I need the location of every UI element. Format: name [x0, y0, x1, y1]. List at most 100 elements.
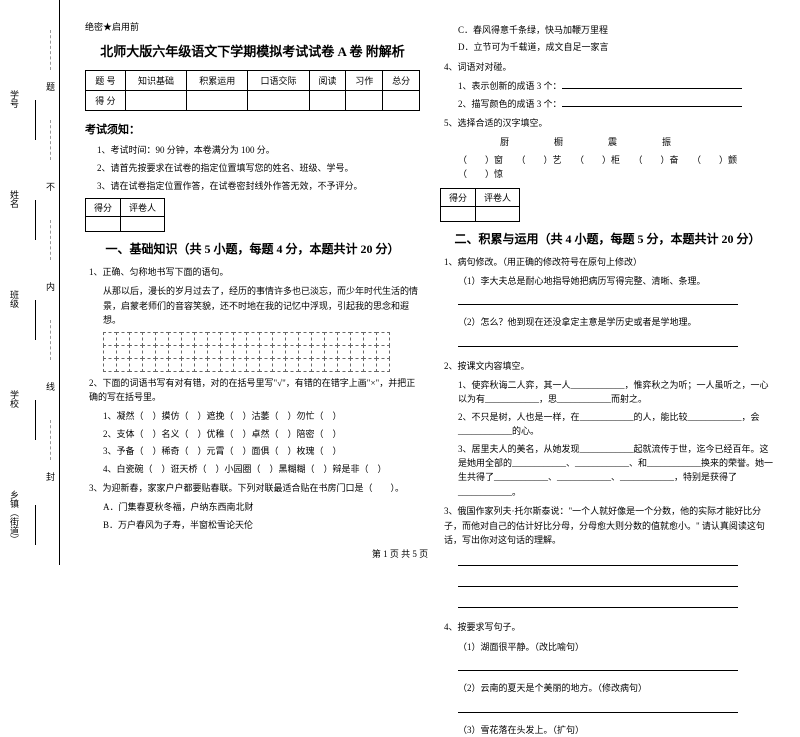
blank-line	[562, 97, 742, 107]
section1-title: 一、基础知识（共 5 小题，每题 4 分，本题共计 20 分）	[85, 240, 420, 257]
table-row: 题 号 知识基础 积累运用 口语交际 阅读 习作 总分	[86, 71, 420, 91]
s2q2-item: 2、不只是树，人也是一样，在____________的人，能比较________…	[458, 410, 775, 439]
binding-field	[35, 505, 36, 545]
th-accumulate: 积累运用	[187, 71, 248, 91]
page-footer: 第 1 页 共 5 页	[0, 547, 800, 560]
q3-item: C．春风得意千条绿，快马加鞭万里程	[458, 23, 775, 37]
binding-char: 不	[46, 180, 55, 193]
notice-item: 1、考试时间：90 分钟，本卷满分为 100 分。	[97, 143, 420, 156]
blank-line	[458, 703, 738, 713]
q2-item: 1、凝然（ ）摸仿（ ）遮挽（ ）沽萎（ ）勿忙（ ）	[103, 409, 420, 423]
left-column: 绝密★启用前 北师大版六年级语文下学期模拟考试试卷 A 卷 附解析 题 号 知识…	[75, 20, 430, 555]
q5: 5、选择合适的汉字填空。	[444, 116, 775, 130]
binding-dash	[50, 220, 51, 260]
q5-chars: 厨 橱 震 振	[500, 135, 775, 149]
grader-table-2: 得分评卷人	[440, 188, 520, 222]
td-blank	[86, 217, 121, 232]
th-reading: 阅读	[309, 71, 346, 91]
td-score-label: 得 分	[86, 91, 126, 111]
s2q4-item: （2）云南的夏天是个美丽的地方。（修改病句）	[458, 681, 775, 695]
binding-dash	[50, 320, 51, 360]
grader-score: 得分	[86, 199, 121, 217]
notice-item: 3、请在试卷指定位置作答，在试卷密封线外作答无效，不予评分。	[97, 179, 420, 192]
q2-item: 4、白瓷碗（ ）诳天桥（ ）小园圈（ ）黑糊糊（ ）辩是非（ ）	[103, 462, 420, 476]
td-blank	[476, 206, 520, 221]
s2q3: 3、俄国作家列夫·托尔斯泰说："一个人就好像是一个分数，他的实际才能好比分子，而…	[444, 504, 775, 547]
s2q1-item: （2）怎么？他到现在还没拿定主意是学历史或者是学地理。	[458, 315, 775, 329]
confidential-badge: 绝密★启用前	[85, 20, 420, 33]
grader-table: 得分评卷人	[85, 198, 165, 232]
th-oral: 口语交际	[248, 71, 309, 91]
q4-label: 1、表示创新的成语 3 个：	[458, 81, 562, 91]
s2q4-item: （1）湖面很平静。（改比喻句）	[458, 640, 775, 654]
binding-column: 乡镇（街道） 学校 班级 姓名 学号 封 线 内 不 题	[0, 0, 60, 565]
q3-item: B．万户春风为子寿，半窗松雪论天伦	[103, 518, 420, 532]
binding-label-school: 学校	[8, 390, 21, 408]
q3-item: A．门集春夏秋冬福，户纳东西南北财	[103, 500, 420, 514]
notice-item: 2、请首先按要求在试卷的指定位置填写您的姓名、班级、学号。	[97, 161, 420, 174]
binding-label-name: 姓名	[8, 190, 21, 208]
binding-char: 封	[46, 470, 55, 483]
td-blank	[248, 91, 309, 111]
td-blank	[383, 91, 420, 111]
section2-title: 二、积累与运用（共 4 小题，每题 5 分，本题共计 20 分）	[440, 230, 775, 247]
td-blank	[187, 91, 248, 111]
binding-field	[35, 400, 36, 440]
th-number: 题 号	[86, 71, 126, 91]
binding-char: 内	[46, 280, 55, 293]
grader-score: 得分	[441, 188, 476, 206]
q2-item: 3、予备（ ）稀奇（ ）元霄（ ）面俱（ ）枚瑰（ ）	[103, 444, 420, 458]
table-row: 得 分	[86, 91, 420, 111]
q3: 3、为迎新春，家家户户都要贴春联。下列对联最适合贴在书房门口是（ ）。	[89, 481, 420, 495]
binding-dash	[50, 30, 51, 70]
q4-label: 2、描写颜色的成语 3 个：	[458, 99, 562, 109]
q1: 1、正确、匀称地书写下面的语句。	[89, 265, 420, 279]
s2q2-item: 3、居里夫人的美名，从她发现____________起就流传于世，迄今已经百年。…	[458, 442, 775, 500]
td-blank	[121, 217, 165, 232]
grader-person: 评卷人	[476, 188, 520, 206]
content-area: 绝密★启用前 北师大版六年级语文下学期模拟考试试卷 A 卷 附解析 题 号 知识…	[60, 0, 800, 565]
writing-grid	[103, 332, 420, 371]
blank-line	[458, 661, 738, 671]
binding-field	[35, 300, 36, 340]
s2q4: 4、按要求写句子。	[444, 620, 775, 634]
binding-dash	[50, 120, 51, 160]
th-total: 总分	[383, 71, 420, 91]
q5-fill: （ ）窗 （ ）艺 （ ）柜 （ ）奋 （ ）颤 （ ）惊	[458, 153, 775, 182]
s2q4-item: （3）雪花落在头发上。（扩句）	[458, 723, 775, 737]
q2: 2、下面的词语书写有对有错，对的在括号里写"√"，有错的在错字上画"×"，并把正…	[89, 376, 420, 405]
q1-text: 从那以后，漫长的岁月过去了，经历的事情许多也已淡忘，而少年时代生活的情景，启蒙老…	[103, 284, 420, 327]
blank-line	[458, 337, 738, 347]
binding-label-township: 乡镇（街道）	[8, 490, 21, 544]
binding-char: 线	[46, 380, 55, 393]
th-knowledge: 知识基础	[125, 71, 186, 91]
td-blank	[346, 91, 383, 111]
binding-field	[35, 100, 36, 140]
blank-line	[458, 295, 738, 305]
q4-item: 2、描写颜色的成语 3 个：	[458, 97, 775, 111]
td-blank	[309, 91, 346, 111]
s2q2: 2、按课文内容填空。	[444, 359, 775, 373]
binding-label-id: 学号	[8, 90, 21, 108]
td-blank	[441, 206, 476, 221]
binding-dash	[50, 420, 51, 460]
th-writing: 习作	[346, 71, 383, 91]
q4: 4、词语对对碰。	[444, 60, 775, 74]
blank-line	[458, 577, 738, 587]
exam-title: 北师大版六年级语文下学期模拟考试试卷 A 卷 附解析	[85, 41, 420, 60]
blank-line	[562, 79, 742, 89]
binding-char: 题	[46, 80, 55, 93]
right-column: C．春风得意千条绿，快马加鞭万里程 D．立节可为千载道，成文自足一家言 4、词语…	[430, 20, 785, 555]
exam-page: 乡镇（街道） 学校 班级 姓名 学号 封 线 内 不 题 绝密★启用前 北师大版…	[0, 0, 800, 565]
q3-item: D．立节可为千载道，成文自足一家言	[458, 40, 775, 54]
grader-person: 评卷人	[121, 199, 165, 217]
td-blank	[125, 91, 186, 111]
notice-title: 考试须知：	[85, 121, 420, 137]
blank-line	[458, 598, 738, 608]
score-table: 题 号 知识基础 积累运用 口语交际 阅读 习作 总分 得 分	[85, 70, 420, 111]
binding-label-class: 班级	[8, 290, 21, 308]
q2-item: 2、支体（ ）名义（ ）优稚（ ）卓然（ ）陪密（ ）	[103, 427, 420, 441]
q4-item: 1、表示创新的成语 3 个：	[458, 79, 775, 93]
s2q1-item: （1）李大夫总是耐心地指导她把病历写得完整、清晰、条理。	[458, 274, 775, 288]
s2q2-item: 1、使弈秋诲二人弈，其一人____________，惟弈秋之为听；一人虽听之，一…	[458, 378, 775, 407]
